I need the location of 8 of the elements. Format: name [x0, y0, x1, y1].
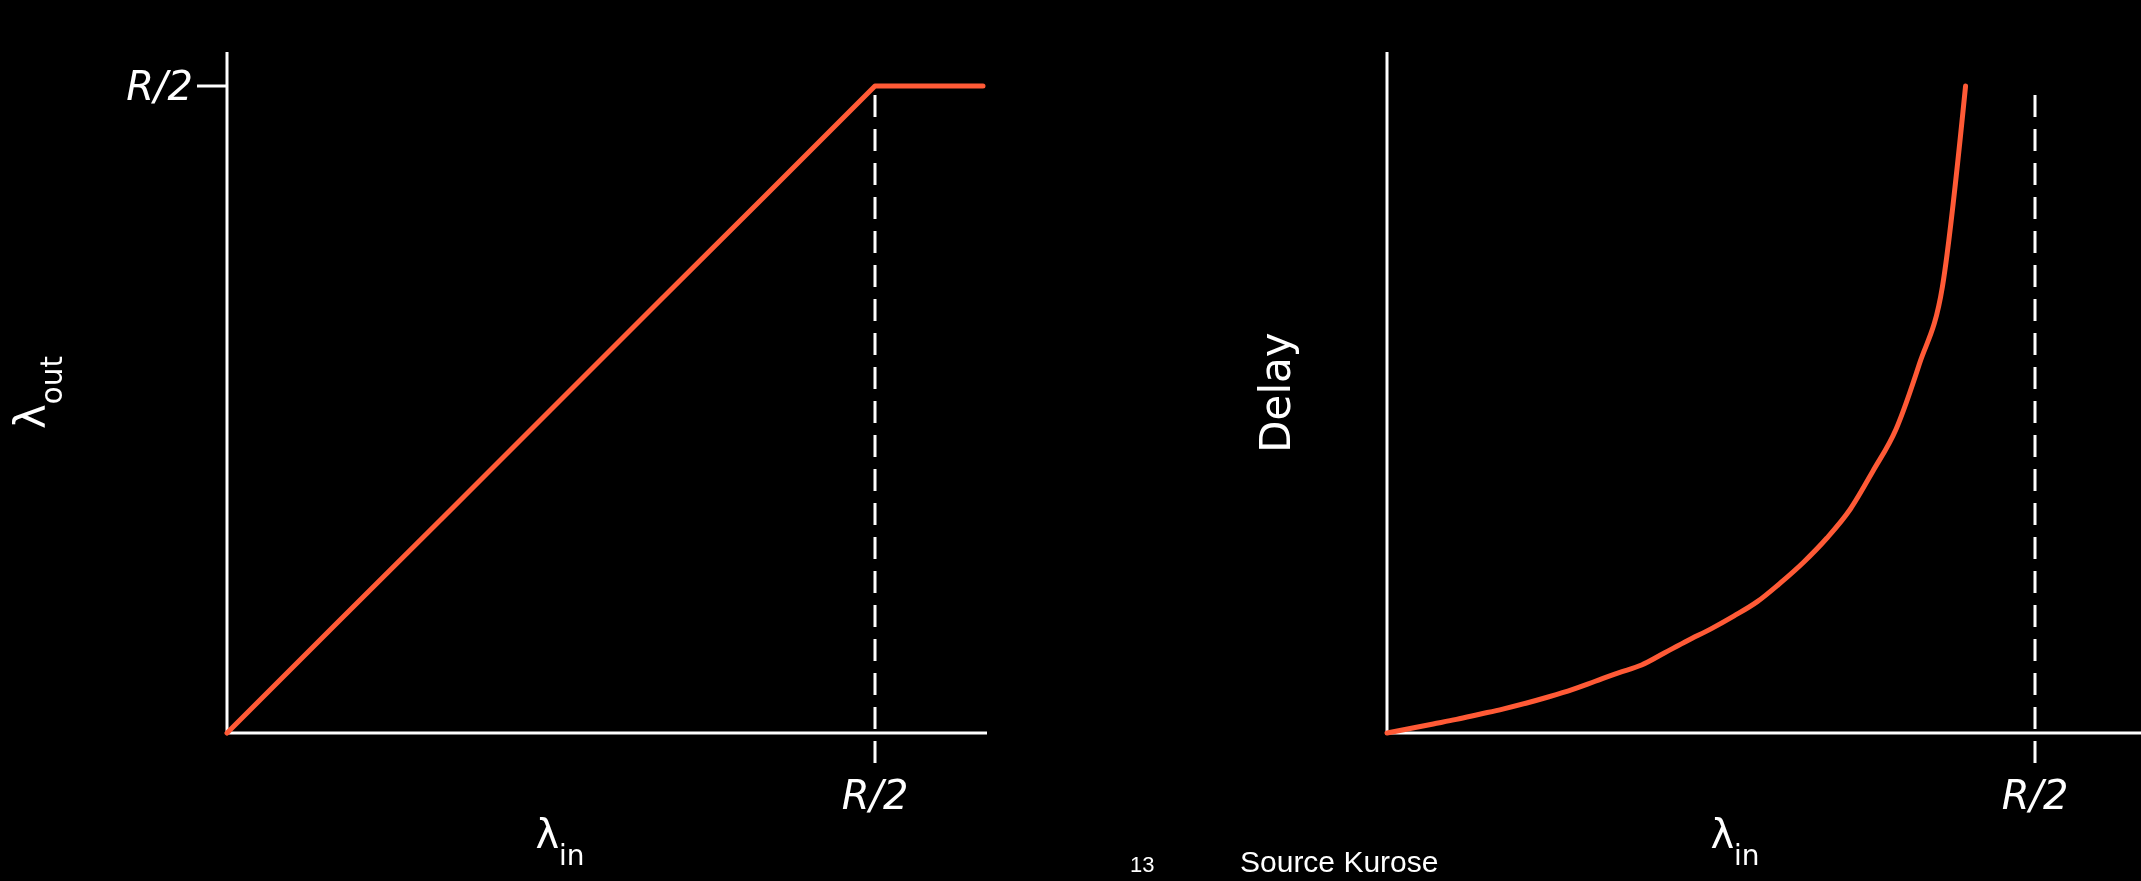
- text: R/2: [2001, 772, 2069, 818]
- x-axis-title: λ$_{in}$: [535, 811, 585, 872]
- text: R/2: [841, 772, 909, 818]
- source-note: Source Kurose: [1240, 845, 1439, 878]
- text: R/2: [126, 63, 193, 109]
- x-axis-title: λ$_{in}$: [1710, 811, 1760, 872]
- y-axis-title: Delay: [1251, 332, 1300, 453]
- text: 13: [1130, 852, 1155, 877]
